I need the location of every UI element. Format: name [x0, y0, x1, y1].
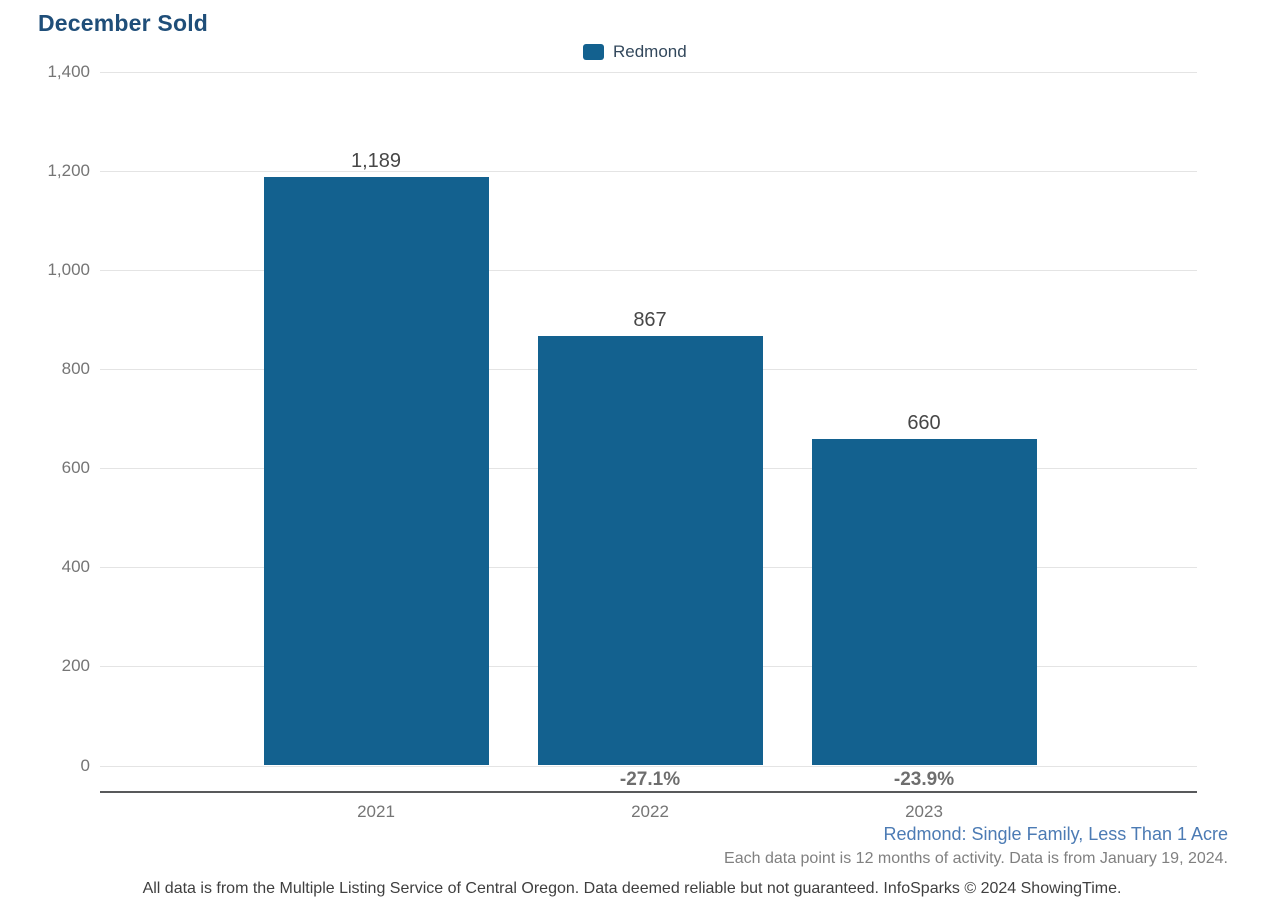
gridline-1400: [100, 72, 1197, 73]
footer-disclaimer: All data is from the Multiple Listing Se…: [142, 880, 1122, 897]
legend-color-chip: [583, 44, 604, 60]
y-axis-tick-label: 600: [61, 458, 90, 478]
y-axis-tick-label: 800: [61, 359, 90, 379]
gridline-1200: [100, 171, 1197, 173]
chart-title: December Sold: [38, 10, 209, 36]
footer-segment-label: Redmond: Single Family, Less Than 1 Acre: [883, 824, 1228, 844]
x-axis-tick-label-2023: 2023: [905, 802, 943, 821]
gridline-1000: [100, 270, 1197, 272]
y-axis-tick-label: 200: [61, 656, 90, 676]
bar-2022[interactable]: [537, 336, 763, 766]
x-axis-line: [100, 791, 1197, 793]
y-axis-tick-label: 1,000: [47, 260, 90, 280]
y-axis-tick-label: 0: [80, 755, 90, 775]
y-axis-tick-label: 400: [61, 557, 90, 577]
legend-item-redmond[interactable]: Redmond: [583, 42, 687, 62]
bar-value-label-2022: 867: [633, 309, 667, 332]
y-axis-tick-label: 1,400: [47, 62, 90, 81]
x-axis-tick-label-2021: 2021: [357, 802, 395, 821]
legend: Redmond: [583, 42, 687, 62]
bar-2021[interactable]: [263, 176, 489, 766]
bar-pct-change-label-2023: -23.9%: [893, 769, 955, 790]
legend-label: Redmond: [613, 42, 687, 61]
footer-data-note: Each data point is 12 months of activity…: [724, 850, 1228, 867]
bar-2023[interactable]: [811, 438, 1037, 766]
x-axis-tick-label-2022: 2022: [631, 802, 669, 821]
y-axis-tick-label: 1,200: [47, 161, 90, 181]
gridline-0: [100, 765, 1197, 767]
bar-pct-change-label-2022: -27.1%: [619, 769, 681, 790]
bar-value-label-2023: 660: [907, 411, 941, 434]
bar-value-label-2021: 1,189: [350, 149, 402, 172]
